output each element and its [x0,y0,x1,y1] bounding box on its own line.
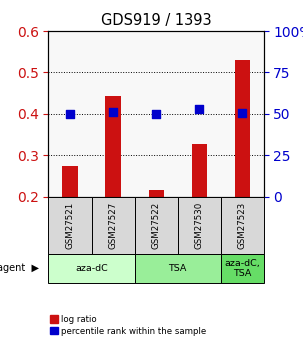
Text: GSM27521: GSM27521 [65,201,75,249]
Text: GSM27530: GSM27530 [195,201,204,249]
Bar [148,190,164,197]
Point [111,109,115,115]
Text: TSA: TSA [168,264,187,273]
Title: GDS919 / 1393: GDS919 / 1393 [101,13,211,29]
Text: aza-dC,
TSA: aza-dC, TSA [224,258,260,278]
Text: GSM27522: GSM27522 [152,201,161,249]
Point [154,111,158,117]
Text: aza-dC: aza-dC [75,264,108,273]
Text: agent  ▶: agent ▶ [0,263,39,273]
Bar [191,145,207,197]
Point [240,110,245,116]
Legend: log ratio, percentile rank within the sample: log ratio, percentile rank within the sa… [47,312,210,339]
Bar [235,60,250,197]
Bar [62,166,78,197]
Text: GSM27523: GSM27523 [238,201,247,249]
Point [68,111,72,117]
Bar [105,96,121,197]
Text: GSM27527: GSM27527 [108,201,118,249]
Point [197,107,201,112]
